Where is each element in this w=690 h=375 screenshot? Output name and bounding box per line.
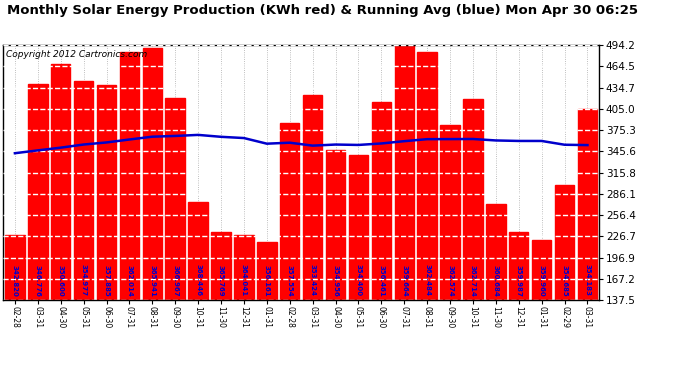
Text: 362.574: 362.574 <box>447 265 453 296</box>
Text: 359.960: 359.960 <box>539 265 544 296</box>
Bar <box>486 204 506 300</box>
Bar <box>440 125 460 300</box>
Text: 354.956: 354.956 <box>333 265 339 296</box>
Text: 359.987: 359.987 <box>515 264 522 296</box>
Bar <box>166 98 185 300</box>
Bar <box>509 232 529 300</box>
Text: 365.941: 365.941 <box>149 264 155 296</box>
Bar <box>280 123 299 300</box>
Text: 354.400: 354.400 <box>355 264 362 296</box>
Text: 342.820: 342.820 <box>12 264 18 296</box>
Text: 359.664: 359.664 <box>402 265 407 296</box>
Bar <box>372 102 391 300</box>
Bar <box>188 202 208 300</box>
Text: 354.685: 354.685 <box>562 265 568 296</box>
Text: Copyright 2012 Cartronics.com: Copyright 2012 Cartronics.com <box>6 50 148 59</box>
Bar <box>97 85 116 300</box>
Bar <box>143 48 162 300</box>
Text: 346.776: 346.776 <box>34 264 41 296</box>
Bar <box>119 52 139 300</box>
Bar <box>578 109 598 300</box>
Text: Monthly Solar Energy Production (KWh red) & Running Avg (blue) Mon Apr 30 06:25: Monthly Solar Energy Production (KWh red… <box>7 4 638 17</box>
Bar <box>303 95 322 300</box>
Bar <box>234 235 254 300</box>
Bar <box>28 84 48 300</box>
Bar <box>395 41 414 300</box>
Bar <box>5 235 25 300</box>
Text: 357.554: 357.554 <box>287 265 293 296</box>
Bar <box>463 99 483 300</box>
Text: 350.600: 350.600 <box>58 265 63 296</box>
Text: 362.484: 362.484 <box>424 264 430 296</box>
Text: 365.769: 365.769 <box>218 265 224 296</box>
Bar <box>74 81 93 300</box>
Text: 364.041: 364.041 <box>241 264 247 296</box>
Text: 356.461: 356.461 <box>378 265 384 296</box>
Text: 354.183: 354.183 <box>584 264 591 296</box>
Text: 360.684: 360.684 <box>493 264 499 296</box>
Text: 362.014: 362.014 <box>126 264 132 296</box>
Text: 353.424: 353.424 <box>310 264 315 296</box>
Bar <box>532 240 551 300</box>
Text: 357.885: 357.885 <box>104 265 110 296</box>
Text: 362.714: 362.714 <box>470 264 476 296</box>
Bar <box>555 185 574 300</box>
Bar <box>211 232 230 300</box>
Bar <box>51 64 70 300</box>
Text: 354.977: 354.977 <box>81 264 87 296</box>
Text: 356.161: 356.161 <box>264 265 270 296</box>
Bar <box>257 243 277 300</box>
Bar <box>417 52 437 300</box>
Text: 368.446: 368.446 <box>195 264 201 296</box>
Text: 366.967: 366.967 <box>172 265 178 296</box>
Bar <box>326 150 345 300</box>
Bar <box>348 155 368 300</box>
